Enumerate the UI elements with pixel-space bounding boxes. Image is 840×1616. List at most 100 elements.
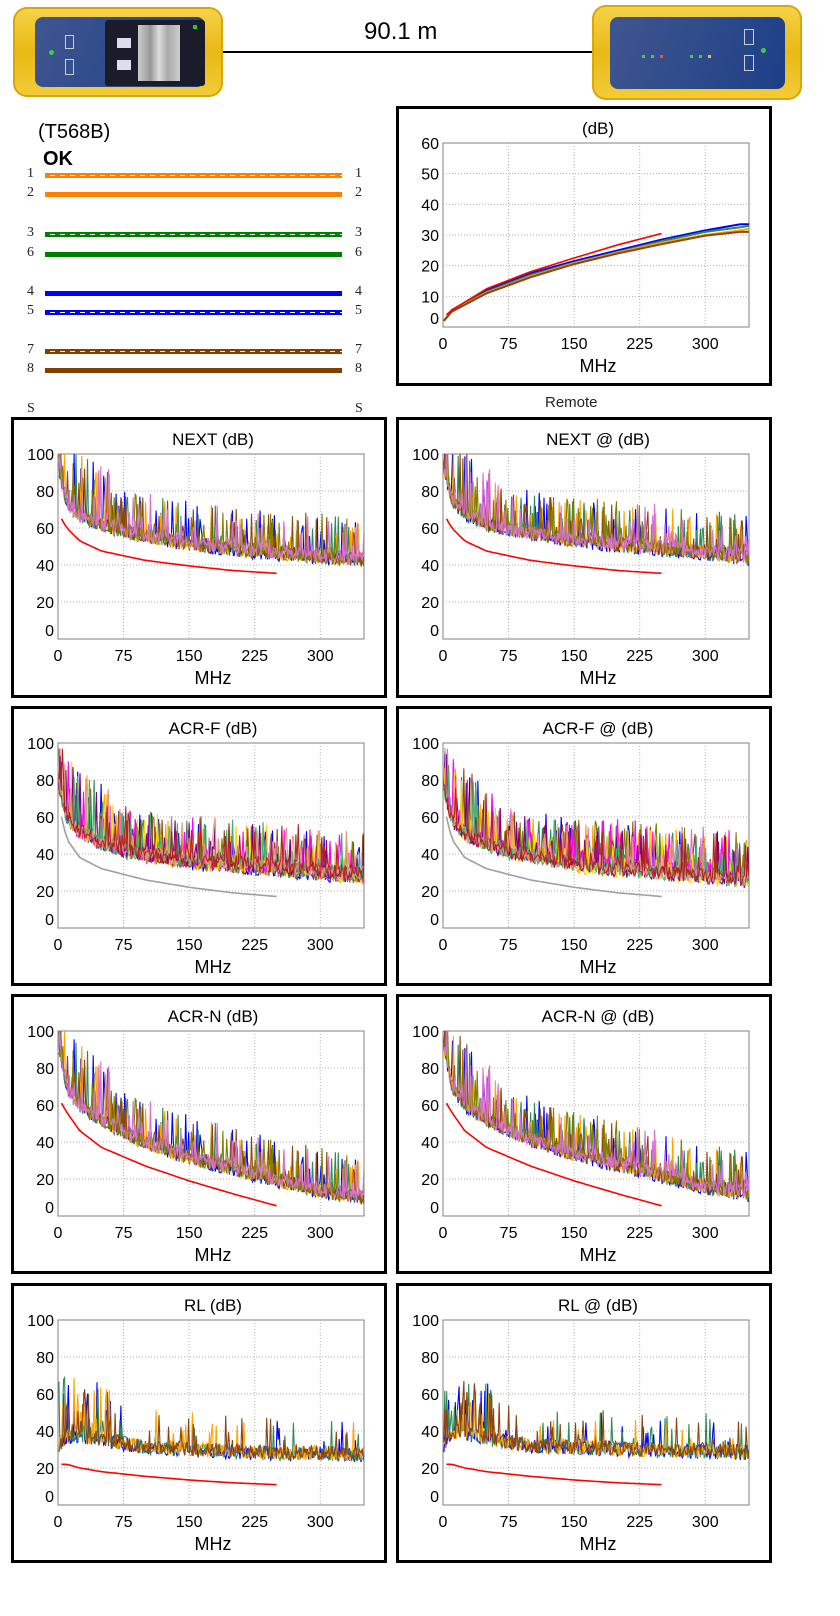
rl-remote-panel: RL @ (dB) 0 75 150 225 300 0 20 40 60 80 100 MHz bbox=[396, 1283, 772, 1563]
x-tick-label: 0 bbox=[439, 1225, 448, 1242]
series-line-pair-4 bbox=[58, 1389, 364, 1463]
wire-pin-7 bbox=[45, 349, 342, 354]
main-tester-port bbox=[65, 59, 74, 75]
plot-series bbox=[58, 748, 364, 898]
x-axis-label: MHz bbox=[195, 1534, 232, 1554]
x-tick-label: 300 bbox=[307, 1225, 334, 1242]
pin-label-left: 8 bbox=[27, 361, 34, 376]
remote-unit-led-row bbox=[642, 55, 742, 59]
y-tick-label: 80 bbox=[36, 1350, 54, 1367]
limit-line bbox=[445, 1102, 662, 1207]
pin-label-right: 8 bbox=[355, 361, 362, 376]
y-tick-label: 0 bbox=[430, 912, 439, 929]
y-tick-label: 100 bbox=[27, 1024, 54, 1041]
y-tick-label: 0 bbox=[45, 1200, 54, 1217]
shield-right-label: S bbox=[355, 401, 363, 416]
x-axis-label: MHz bbox=[580, 957, 617, 977]
series-line-pair-6 bbox=[443, 454, 749, 563]
plot-area bbox=[57, 1319, 365, 1506]
y-tick-label: 60 bbox=[36, 1098, 54, 1115]
y-tick-label: 0 bbox=[45, 912, 54, 929]
acrf-panel: ACR-F (dB) 0 75 150 225 300 0 20 40 60 80 100 MHz bbox=[11, 706, 387, 986]
chart-svg: RL @ (dB) 0 75 150 225 300 0 20 40 60 80 100 MHz bbox=[412, 1296, 750, 1554]
y-tick-label: 30 bbox=[421, 228, 439, 245]
y-tick-label: 40 bbox=[421, 558, 439, 575]
limit-line bbox=[60, 518, 277, 575]
chart-title: RL @ (dB) bbox=[558, 1296, 638, 1315]
next-remote-panel: NEXT @ (dB) 0 75 150 225 300 0 20 40 60 80 100 MHz bbox=[396, 417, 772, 698]
wiremap-result: OK bbox=[43, 148, 73, 170]
series-line-pair-4 bbox=[443, 1380, 749, 1459]
series-line-pair-3 bbox=[58, 1377, 364, 1462]
wire-pin-4 bbox=[45, 291, 342, 296]
x-tick-label: 75 bbox=[115, 1514, 133, 1531]
chart-title: ACR-F @ (dB) bbox=[543, 719, 654, 738]
plot-series bbox=[58, 1031, 364, 1207]
series-line-pair-5 bbox=[58, 454, 364, 567]
y-tick-label: 100 bbox=[412, 1024, 439, 1041]
chart-title: ACR-F (dB) bbox=[169, 719, 258, 738]
x-axis-label: MHz bbox=[195, 957, 232, 977]
x-tick-label: 75 bbox=[115, 648, 133, 665]
x-tick-label: 225 bbox=[626, 648, 653, 665]
remote-unit-device bbox=[592, 5, 802, 100]
y-tick-label: 80 bbox=[36, 1061, 54, 1078]
y-tick-label: 40 bbox=[36, 1135, 54, 1152]
x-tick-label: 150 bbox=[561, 1514, 588, 1531]
x-tick-label: 300 bbox=[692, 336, 719, 353]
series-line-pair-4 bbox=[443, 454, 749, 562]
wire-pin-2 bbox=[45, 192, 342, 197]
y-tick-label: 0 bbox=[45, 623, 54, 640]
x-tick-label: 225 bbox=[626, 336, 653, 353]
x-axis-label: MHz bbox=[195, 1245, 232, 1265]
x-tick-label: 0 bbox=[439, 336, 448, 353]
cable-line bbox=[223, 51, 595, 53]
y-tick-label: 40 bbox=[421, 1424, 439, 1441]
x-tick-label: 75 bbox=[500, 648, 518, 665]
y-tick-label: 40 bbox=[36, 1424, 54, 1441]
plot-series bbox=[443, 454, 749, 575]
y-tick-label: 60 bbox=[421, 136, 439, 153]
limit-line bbox=[60, 1102, 277, 1207]
x-tick-label: 0 bbox=[439, 937, 448, 954]
series-line-pair-5 bbox=[58, 1031, 364, 1204]
x-tick-label: 0 bbox=[54, 1225, 63, 1242]
chart-svg: ACR-N @ (dB) 0 75 150 225 300 0 20 40 60 80 100 MHz bbox=[412, 1007, 750, 1265]
x-tick-label: 150 bbox=[176, 1225, 203, 1242]
plot-series bbox=[58, 454, 364, 575]
acrn-remote-panel: ACR-N @ (dB) 0 75 150 225 300 0 20 40 60 80 100 MHz bbox=[396, 994, 772, 1274]
y-tick-label: 0 bbox=[430, 623, 439, 640]
series-line-pair-6 bbox=[58, 1031, 364, 1202]
main-tester-screen bbox=[105, 20, 205, 86]
series-line-pair-7-8 bbox=[443, 230, 749, 322]
y-tick-label: 80 bbox=[421, 773, 439, 790]
main-tester-port bbox=[65, 35, 74, 49]
plot-series bbox=[443, 1031, 749, 1207]
x-tick-label: 225 bbox=[241, 937, 268, 954]
chart-svg: RL (dB) 0 75 150 225 300 0 20 40 60 80 100 MHz bbox=[27, 1296, 365, 1554]
shield-left-label: S bbox=[27, 401, 35, 416]
y-tick-label: 0 bbox=[430, 311, 439, 328]
rl-panel: RL (dB) 0 75 150 225 300 0 20 40 60 80 100 MHz bbox=[11, 1283, 387, 1563]
x-tick-label: 300 bbox=[307, 1514, 334, 1531]
series-line-pair-3 bbox=[443, 454, 749, 565]
limit-line bbox=[445, 518, 662, 575]
pin-label-left: 5 bbox=[27, 303, 34, 318]
x-tick-label: 300 bbox=[692, 648, 719, 665]
next-panel: NEXT (dB) 0 75 150 225 300 0 20 40 60 80 100 MHz bbox=[11, 417, 387, 698]
y-tick-label: 60 bbox=[36, 1387, 54, 1404]
remote-unit-faceplate bbox=[610, 17, 785, 89]
y-tick-label: 60 bbox=[36, 810, 54, 827]
remote-unit-port bbox=[744, 55, 754, 71]
pin-label-left: 3 bbox=[27, 225, 34, 240]
pin-label-right: 1 bbox=[355, 166, 362, 181]
pin-label-right: 3 bbox=[355, 225, 362, 240]
x-tick-label: 75 bbox=[115, 937, 133, 954]
pin-label-left: 4 bbox=[27, 284, 34, 299]
y-tick-label: 20 bbox=[36, 884, 54, 901]
series-line-pair-11 bbox=[58, 763, 364, 880]
chart-title: ACR-N @ (dB) bbox=[542, 1007, 655, 1026]
y-tick-label: 60 bbox=[36, 521, 54, 538]
y-tick-label: 50 bbox=[421, 167, 439, 184]
series-line-pair-12 bbox=[58, 748, 364, 881]
